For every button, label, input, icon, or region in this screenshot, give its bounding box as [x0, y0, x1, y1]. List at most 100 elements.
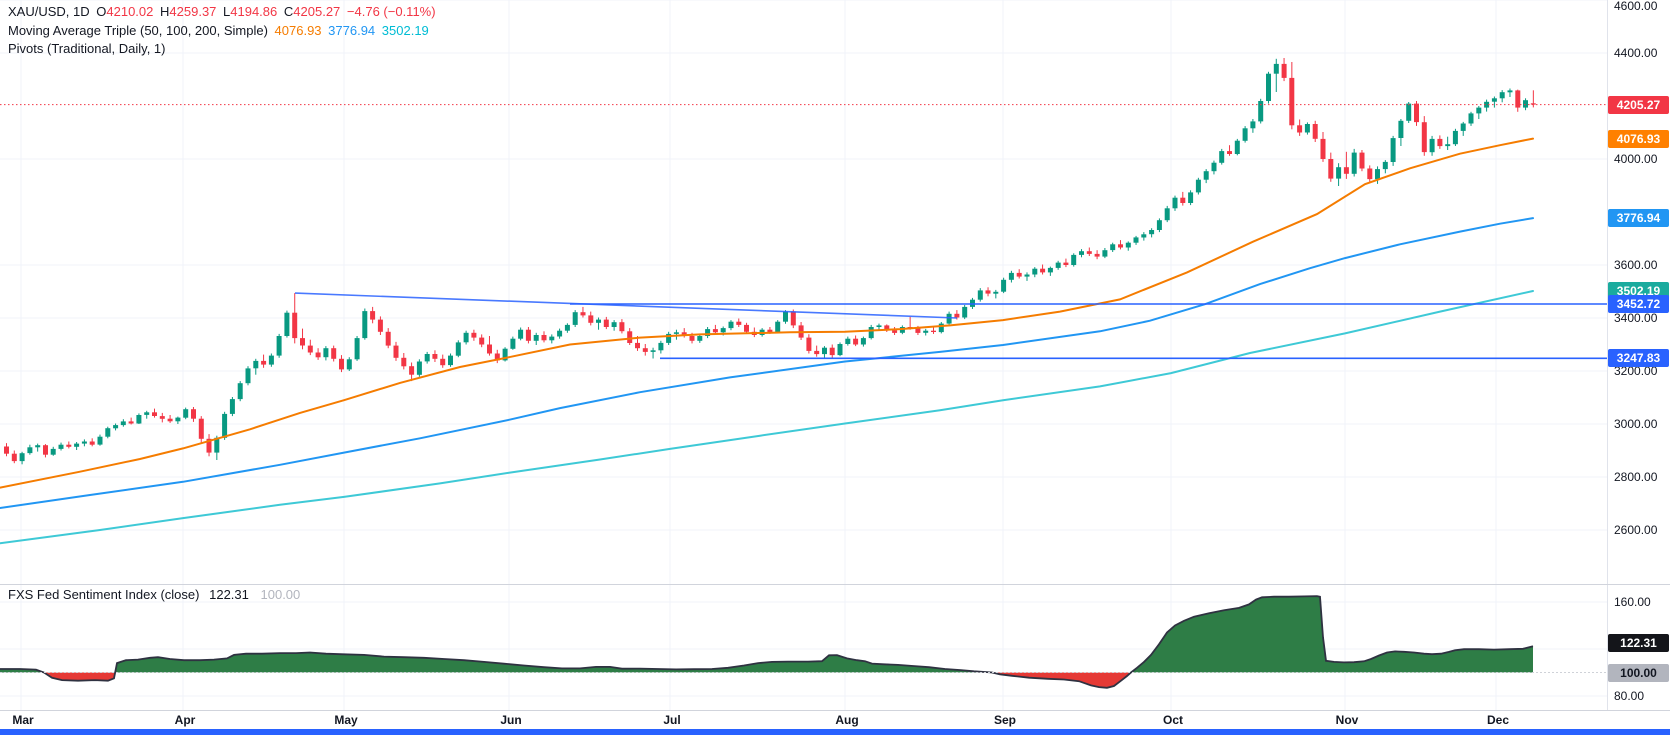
candle-body: [868, 327, 874, 339]
candle-body: [105, 428, 111, 437]
candle-body: [1515, 90, 1521, 108]
candle-body: [962, 306, 968, 318]
symbol-title: XAU/USD, 1D: [8, 4, 90, 19]
candle-body: [284, 312, 290, 336]
candle-body: [993, 291, 999, 294]
pivots-indicator-title: Pivots (Traditional, Daily, 1): [8, 41, 166, 56]
candle-body: [416, 361, 422, 375]
candle-body: [74, 443, 80, 447]
candle-body: [362, 311, 368, 339]
candle-body: [1118, 244, 1123, 248]
month-label-nov: Nov: [1335, 713, 1359, 727]
month-label-mar: Mar: [12, 713, 34, 727]
candle-body: [1149, 230, 1155, 235]
candle-body: [1133, 237, 1139, 243]
candle-body: [1289, 77, 1295, 126]
candle-body: [1234, 140, 1240, 154]
month-label-aug: Aug: [835, 713, 859, 727]
candle-body: [611, 322, 617, 327]
price-tick-label: 3400.00: [1614, 311, 1658, 325]
candle-body: [658, 342, 664, 351]
low-value: 4194.86: [230, 4, 278, 19]
candle-body: [1468, 113, 1474, 124]
candle-body: [666, 333, 672, 343]
candle-body: [1499, 92, 1505, 99]
trendline[interactable]: [294, 292, 958, 319]
candle-body: [728, 321, 734, 329]
candle-body: [681, 332, 687, 336]
pane-separator[interactable]: [0, 584, 1670, 585]
legend-row-symbol[interactable]: XAU/USD, 1D O4210.02 H4259.37 L4194.86 C…: [8, 3, 439, 22]
candle-body: [923, 330, 929, 333]
candle-body: [43, 445, 48, 455]
candle-body: [346, 359, 352, 370]
candle-body: [261, 360, 267, 365]
candle-body: [268, 355, 274, 365]
time-axis[interactable]: Mar Apr May Jun Jul Aug Sep Oct Nov Dec: [0, 710, 1670, 729]
candle-body: [479, 337, 485, 345]
candle-body: [525, 329, 531, 341]
candle-body: [712, 329, 718, 333]
candle-body: [1273, 63, 1279, 74]
candle-body: [603, 319, 609, 327]
candle-body: [448, 355, 453, 366]
candle-body: [564, 324, 570, 331]
candle-body: [237, 383, 243, 400]
candle-body: [775, 321, 781, 332]
price-tick-label: 4600.00: [1614, 0, 1658, 13]
candle-body: [697, 336, 703, 341]
candle-body: [1429, 138, 1435, 153]
month-label-jun: Jun: [500, 713, 522, 727]
change-value: −4.76 (−0.11%): [346, 4, 436, 19]
legend-row-ma[interactable]: Moving Average Triple (50, 100, 200, Sim…: [8, 22, 439, 41]
candle-body: [292, 312, 298, 339]
candle-body: [229, 399, 235, 414]
candle-body: [1452, 130, 1458, 145]
open-value: 4210.02: [106, 4, 154, 19]
month-label-oct: Oct: [1162, 713, 1184, 727]
candle-body: [1024, 274, 1030, 277]
candle-body: [1312, 124, 1318, 139]
sentiment-badge: 100.00: [1608, 664, 1669, 682]
candle-body: [1203, 171, 1209, 180]
close-value: 4205.27: [293, 4, 341, 19]
price-tick-label: 160.00: [1614, 595, 1651, 609]
candle-body: [1110, 244, 1116, 251]
candle-body: [1141, 234, 1147, 238]
candle-body: [588, 315, 594, 323]
candle-body: [705, 329, 711, 336]
candle-body: [783, 311, 788, 322]
candle-body: [689, 336, 695, 341]
candle-body: [136, 415, 142, 424]
close-prefix: C: [283, 4, 294, 19]
candle-body: [1164, 208, 1170, 221]
sentiment-legend[interactable]: FXS Fed Sentiment Index (close) 122.31 1…: [8, 587, 300, 602]
legend-row-pivots[interactable]: Pivots (Traditional, Daily, 1): [8, 40, 439, 59]
candle-body: [1227, 151, 1232, 154]
candle-body: [50, 448, 56, 455]
sentiment-indicator-title: FXS Fed Sentiment Index (close): [8, 587, 200, 602]
candle-body: [409, 366, 415, 375]
candle-body: [938, 323, 944, 333]
candle-body: [1242, 128, 1248, 141]
candle-body: [339, 358, 344, 370]
ma200-value: 3502.19: [381, 22, 429, 38]
candle-body: [1156, 220, 1162, 230]
candle-body: [487, 344, 492, 354]
candle-body: [1016, 272, 1022, 277]
sentiment-area-positive: [0, 596, 1533, 673]
candle-body: [463, 332, 469, 343]
candle-body: [1071, 254, 1077, 265]
candle-body: [619, 322, 625, 332]
month-label-dec: Dec: [1486, 713, 1510, 727]
candle-body: [510, 338, 516, 349]
candle-body: [549, 336, 555, 341]
ma50-line: [0, 137, 1534, 489]
candle-body: [1297, 125, 1303, 133]
candle-body: [1125, 242, 1131, 248]
candle-body: [323, 348, 329, 358]
low-prefix: L: [223, 4, 231, 19]
price-tick-label: 80.00: [1614, 689, 1645, 703]
